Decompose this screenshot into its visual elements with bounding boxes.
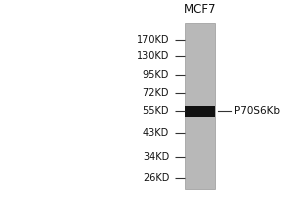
Text: MCF7: MCF7: [184, 3, 216, 16]
Bar: [185, 106, 215, 117]
Text: 130KD: 130KD: [137, 51, 169, 61]
Text: 170KD: 170KD: [136, 35, 169, 45]
Text: 26KD: 26KD: [143, 173, 169, 183]
Text: 34KD: 34KD: [143, 152, 169, 162]
Text: 72KD: 72KD: [142, 88, 169, 98]
Text: P70S6Kb: P70S6Kb: [234, 106, 280, 116]
Text: 43KD: 43KD: [143, 128, 169, 138]
Bar: [185, 23, 215, 189]
Text: 95KD: 95KD: [143, 70, 169, 80]
Text: 55KD: 55KD: [142, 106, 169, 116]
